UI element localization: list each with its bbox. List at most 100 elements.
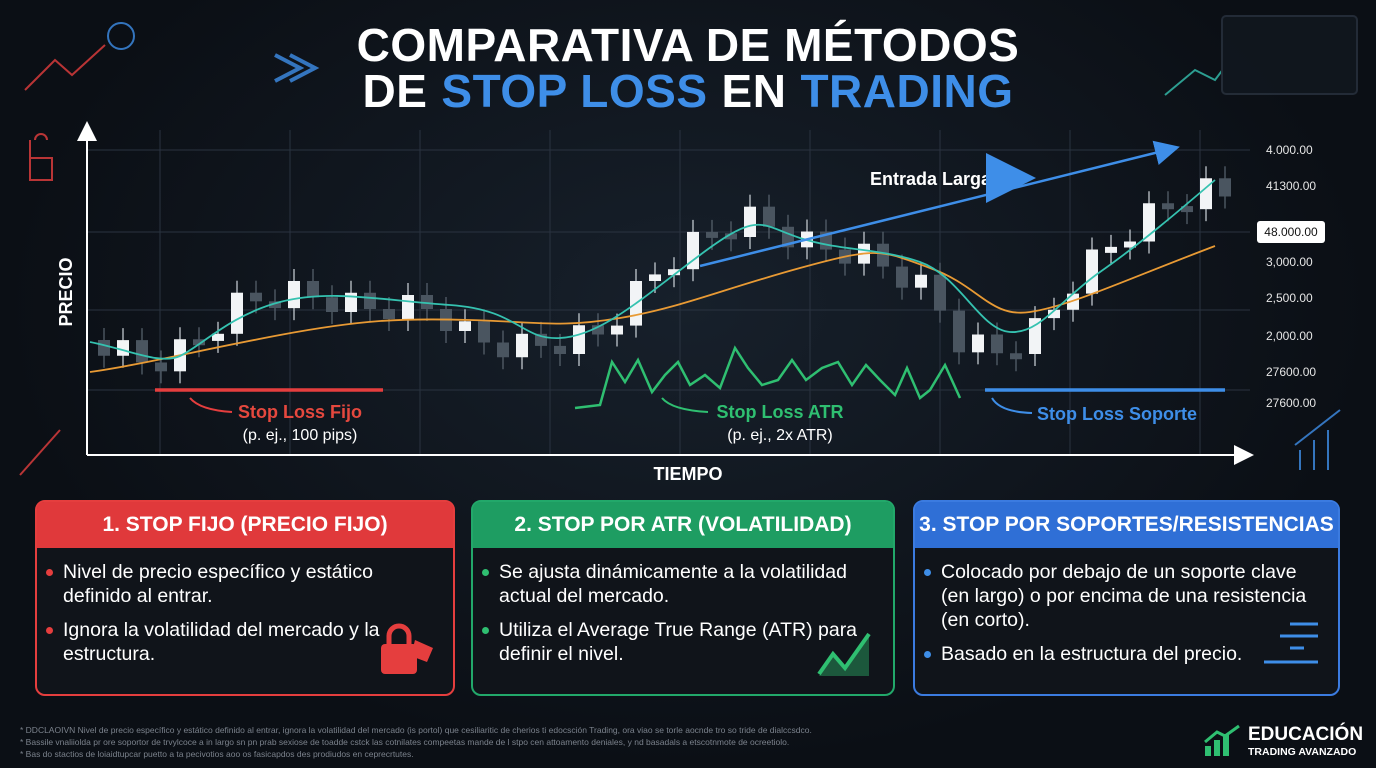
candle [212, 333, 224, 341]
footnote: * Bassile vnaliiolda pr ore soportor de … [20, 737, 790, 747]
candle [706, 231, 718, 238]
brand: EDUCACIÓN TRADING AVANZADO [1248, 724, 1363, 758]
deco-panel [1221, 15, 1358, 95]
moving-average [89, 179, 1216, 360]
candle [896, 266, 908, 288]
candle [288, 281, 300, 309]
candle [934, 274, 946, 311]
atr-line [574, 345, 962, 410]
candle [459, 321, 471, 331]
card-bullet: Basado en la estructura del precio. [924, 642, 1318, 666]
candle [478, 321, 490, 343]
annotation-title: Stop Loss ATR [717, 402, 844, 422]
title-highlight: TRADING [800, 65, 1014, 117]
annotation-note: (p. ej., 2x ATR) [727, 427, 833, 444]
candle [1086, 249, 1098, 294]
candle [136, 340, 148, 363]
candle [383, 309, 395, 319]
price-label: 4.000.00 [1266, 143, 1313, 157]
candle [1105, 246, 1117, 253]
card-title: 3. STOP POR SOPORTES/RESISTENCIAS [915, 502, 1338, 548]
candle [98, 340, 110, 356]
title-line: COMPARATIVA DE MÉTODOS [0, 18, 1376, 72]
candle [972, 334, 984, 353]
candle [307, 281, 319, 298]
candle [763, 206, 775, 227]
candle [573, 325, 585, 354]
atr-icon [817, 632, 871, 676]
card-title: 2. STOP POR ATR (VOLATILIDAD) [473, 502, 893, 548]
y-axis-label: PRECIO [56, 257, 76, 326]
price-label: 2,500.00 [1266, 291, 1313, 305]
candle [877, 243, 889, 267]
candle [1181, 206, 1193, 213]
candle [269, 301, 281, 309]
candle [915, 274, 927, 288]
candle [1219, 178, 1231, 197]
card: 3. STOP POR SOPORTES/RESISTENCIAS Coloca… [913, 500, 1340, 696]
price-label: 41300.00 [1266, 179, 1316, 193]
x-axis-label: TIEMPO [653, 464, 722, 484]
candle [1048, 309, 1060, 319]
annotation-note: (p. ej., 100 pips) [243, 427, 358, 444]
brand-line: EDUCACIÓN [1248, 724, 1364, 745]
structure-icon [1264, 622, 1318, 664]
candle [725, 233, 737, 240]
deco-icon [29, 133, 53, 181]
candle [402, 295, 414, 319]
price-label: 2,000.00 [1266, 329, 1313, 343]
candle [250, 292, 262, 302]
card-bullet: Colocado por debajo de un soporte clave … [924, 560, 1318, 632]
candle [953, 310, 965, 353]
card-bullet: Nivel de precio específico y estático de… [46, 560, 433, 608]
title-text: COMPARATIVA DE MÉTODOS [356, 19, 1020, 71]
annotation-title: Stop Loss Fijo [238, 402, 362, 422]
lock-icon [381, 623, 433, 674]
chart: PRECIO TIEMPO 4.000.00 41300.00 3,000.00 2,… [19, 15, 1358, 484]
candle [687, 231, 699, 270]
candle [1124, 241, 1136, 248]
card-title: 1. STOP FIJO (PRECIO FIJO) [37, 502, 453, 548]
candle [497, 342, 509, 358]
card: 2. STOP POR ATR (VOLATILIDAD) Se ajusta … [471, 500, 895, 696]
candle [155, 362, 167, 372]
entry-label: Entrada Larga [870, 169, 992, 189]
deco-icon [1294, 409, 1341, 470]
candle [592, 325, 604, 335]
candle [345, 292, 357, 312]
candle [117, 340, 129, 356]
candle [668, 269, 680, 276]
brand-logo [1204, 724, 1240, 756]
candle [421, 295, 433, 309]
moving-average [89, 245, 1216, 373]
deco-icon [274, 53, 320, 83]
title-text: DE [362, 65, 428, 117]
candle [1162, 203, 1174, 210]
price-label: 27600.00 [1266, 396, 1316, 410]
pointer [991, 397, 1033, 414]
title-highlight: STOP LOSS [441, 65, 708, 117]
footnote: * Bas do stactios de loiaidtupcar puetto… [20, 749, 414, 759]
footnote: * DDCLAOIVN Nivel de precio específico y… [20, 725, 812, 735]
card-bullet: Ignora la volatilidad del mercado y la e… [46, 618, 433, 666]
candle [193, 339, 205, 346]
deco-icon [24, 44, 106, 91]
title-text: EN [721, 65, 787, 117]
title-line: DE STOP LOSS EN TRADING [0, 64, 1376, 118]
brand-line: TRADING AVANZADO [1248, 746, 1357, 758]
candle [326, 297, 338, 312]
trend-arrow [699, 140, 1180, 268]
candle [554, 345, 566, 354]
card: 1. STOP FIJO (PRECIO FIJO) Nivel de prec… [35, 500, 455, 696]
footnotes: * DDCLAOIVN Nivel de precio específico y… [20, 724, 1180, 760]
card-bullet: Utiliza el Average True Range (ATR) para… [482, 618, 873, 666]
candle [231, 292, 243, 334]
candle [649, 274, 661, 281]
card-bullet: Se ajusta dinámicamente a la volatilidad… [482, 560, 873, 608]
annotation-title: Stop Loss Soporte [1037, 404, 1197, 424]
pointer [189, 397, 233, 413]
entry-marker: 48.000.00 [1264, 225, 1318, 239]
candle [516, 333, 528, 358]
candle [744, 206, 756, 237]
